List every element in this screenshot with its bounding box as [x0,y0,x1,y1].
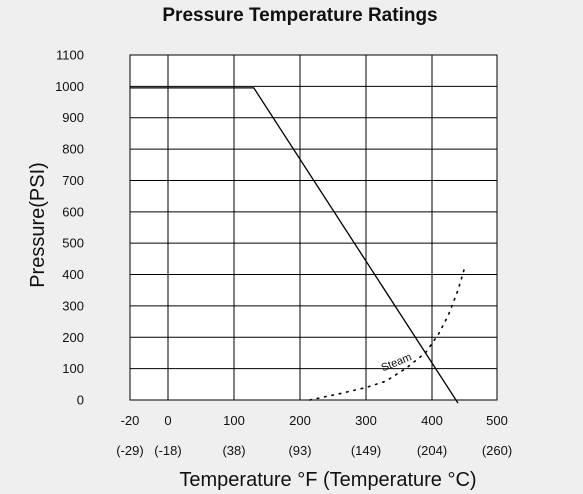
y-tick-label: 100 [62,361,84,376]
x-tick-label-f: 300 [355,413,377,428]
y-tick-label: 700 [62,173,84,188]
x-tick-label-c: (-18) [154,443,181,458]
series-steam-line [309,267,466,401]
y-tick-label: 900 [62,110,84,125]
y-axis-label: Pressure(PSI) [27,162,49,288]
x-axis-ticks-fahrenheit: -20 0 100 200 300 400 500 [121,413,508,428]
y-tick-label: 0 [77,393,84,408]
x-tick-label-f: 400 [421,413,443,428]
y-tick-label: 600 [62,204,84,219]
x-tick-label-c: (-29) [116,443,143,458]
x-tick-label-c: (38) [222,443,245,458]
x-tick-label-f: 500 [486,413,508,428]
y-axis-ticks: 0 100 200 300 400 500 600 700 800 900 1000 1100 [55,48,84,408]
x-tick-label-c: (93) [288,443,311,458]
y-tick-label: 800 [62,142,84,157]
x-tick-label-f: 100 [223,413,245,428]
y-tick-label: 1100 [56,48,84,63]
y-tick-label: 300 [62,298,84,313]
y-tick-label: 200 [62,330,84,345]
x-tick-label-c: (204) [417,443,447,458]
x-tick-label-f: -20 [121,413,140,428]
plot-area [129,54,498,401]
chart-title: Pressure Temperature Ratings [162,5,437,26]
x-tick-label-c: (149) [351,443,381,458]
y-tick-label: 500 [62,236,84,251]
x-tick-label-c: (260) [482,443,512,458]
x-tick-label-f: 0 [164,413,171,428]
x-axis-label: Temperature °F (Temperature °C) [179,469,476,491]
y-tick-label: 1000 [55,79,84,94]
series-rating-line [130,87,459,404]
x-axis-ticks-celsius: (-29) (-18) (38) (93) (149) (204) (260) [116,443,512,458]
x-tick-label-f: 200 [289,413,311,428]
grid-lines [129,54,498,401]
y-tick-label: 400 [62,267,84,282]
